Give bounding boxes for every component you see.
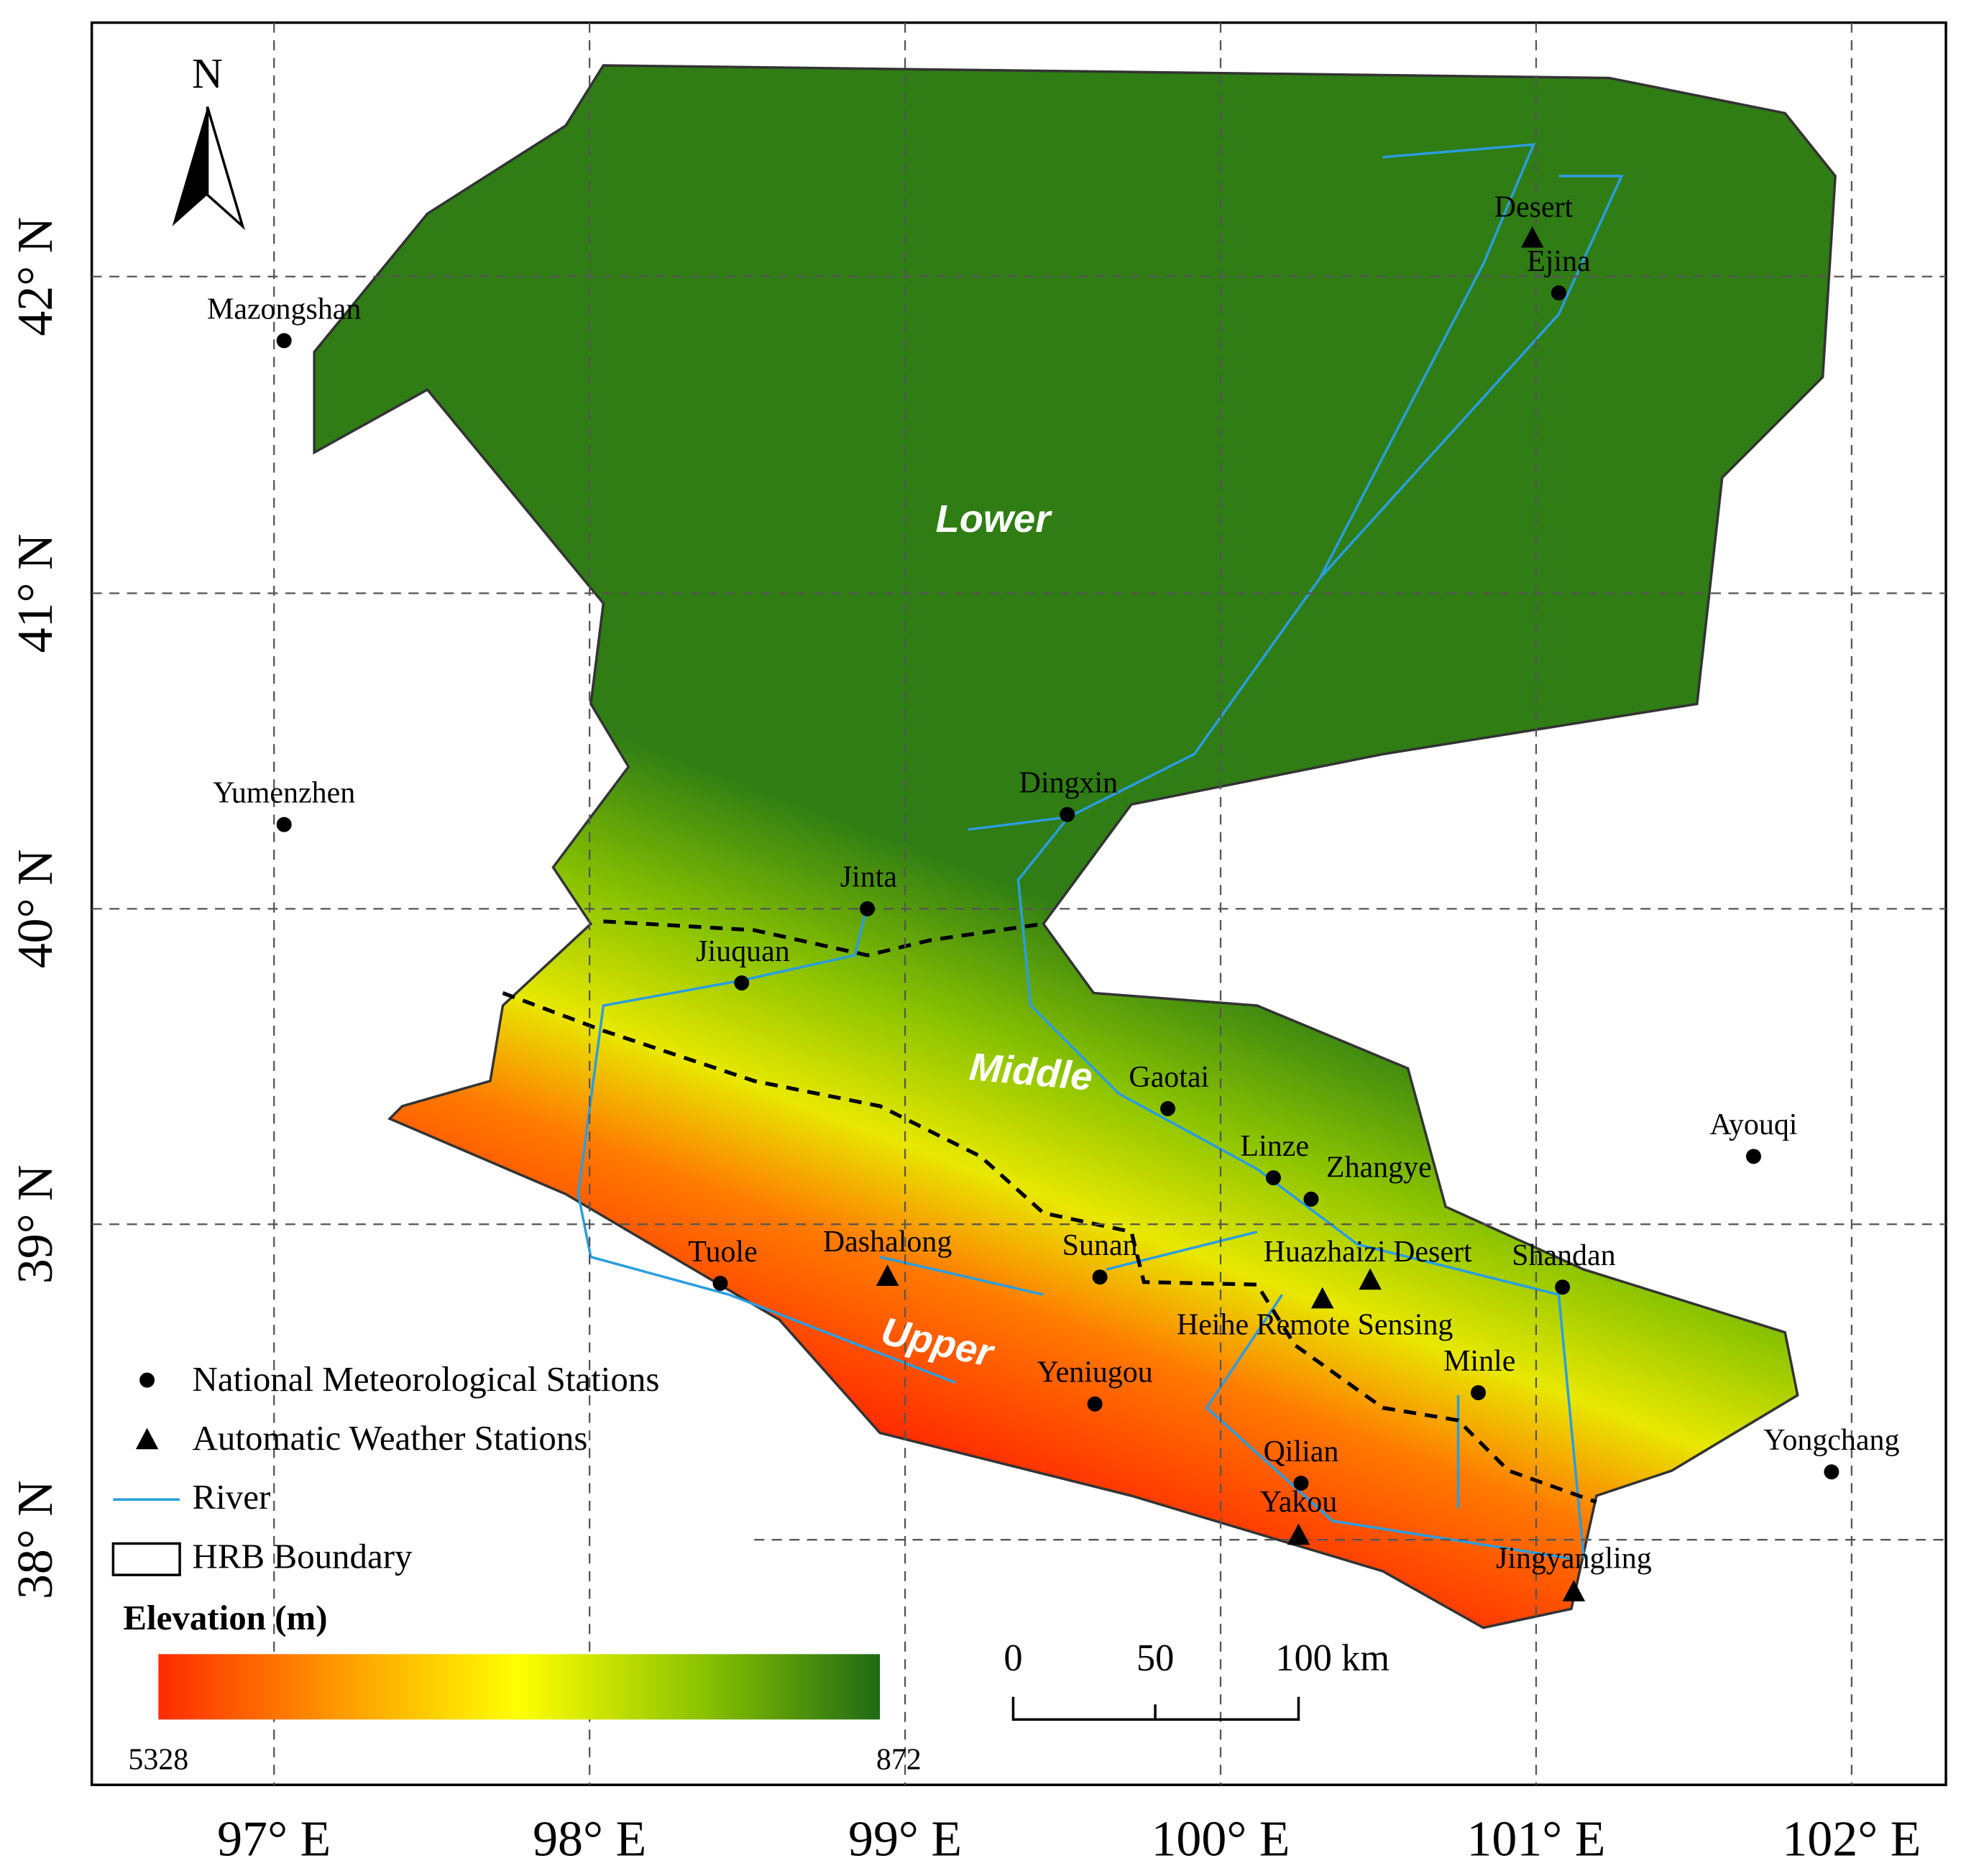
station-dot (1092, 1269, 1108, 1285)
region-label: Lower (936, 497, 1053, 541)
basin (313, 64, 1837, 1629)
station-label: Ayouqi (1709, 1108, 1797, 1141)
station-dot (1160, 1100, 1176, 1116)
station-label: Yongchang (1763, 1424, 1899, 1457)
latitude-label: 40° N (8, 849, 63, 968)
station-label: Linze (1240, 1130, 1309, 1163)
legend-label: HRB Boundary (193, 1536, 413, 1576)
station-dot (1471, 1385, 1486, 1401)
station-label: Mazongshan (207, 293, 361, 326)
station-label: Huazhaizi Desert (1264, 1236, 1472, 1269)
station-dot (712, 1275, 728, 1291)
legend: National Meteorological Stations Automat… (111, 1359, 922, 1776)
longitude-label: 100° E (1151, 1811, 1290, 1867)
station-dot (860, 901, 876, 916)
station-label: Dingxin (1019, 767, 1119, 800)
station-dot (1555, 1279, 1571, 1295)
longitude-label: 99° E (848, 1811, 962, 1867)
river (577, 143, 1624, 1560)
station-dot (1824, 1464, 1840, 1480)
station-dot (276, 333, 292, 349)
station-dot (1745, 1149, 1761, 1164)
station-label: Yumenzhen (213, 777, 355, 810)
elevation-title: Elevation (m) (123, 1598, 327, 1637)
latitude-label: 42° N (8, 217, 63, 336)
station-label: Yeniugou (1037, 1356, 1153, 1389)
station-dot (1087, 1396, 1103, 1412)
legend-label: National Meteorological Stations (193, 1359, 660, 1399)
station-label: Zhangye (1326, 1151, 1432, 1185)
station-label: Heihe Remote Sensing (1177, 1308, 1453, 1341)
station-label: Dashalong (823, 1226, 952, 1259)
graticule (91, 22, 1947, 1785)
region-label: Middle (968, 1045, 1094, 1099)
station-triangle (1310, 1287, 1334, 1309)
north-label: N (192, 50, 223, 97)
station-label: Minle (1443, 1345, 1515, 1378)
station-label: Ejina (1527, 245, 1591, 278)
station-label: Jinta (840, 861, 898, 894)
scale-label: 50 (1136, 1637, 1174, 1679)
station-label: Jingyangling (1496, 1542, 1652, 1576)
station-triangle (1359, 1268, 1382, 1290)
station-label: Gaotai (1129, 1061, 1209, 1094)
station-dot (1293, 1476, 1309, 1491)
elevation-min: 872 (876, 1743, 922, 1776)
station-dot (1265, 1170, 1281, 1186)
longitude-label: 101° E (1466, 1811, 1605, 1867)
station-dot (276, 817, 292, 832)
station-label: Jiuquan (696, 935, 790, 968)
scale-bar: 0 50 100 km (1004, 1637, 1390, 1721)
region-boundary (502, 919, 1597, 1504)
latitude-label: 38° N (8, 1480, 63, 1599)
station-dot (1551, 285, 1566, 300)
scale-label: 0 (1004, 1637, 1022, 1679)
station-label: Desert (1494, 191, 1574, 224)
legend-label: River (193, 1477, 271, 1517)
scale-label: 100 km (1275, 1637, 1390, 1679)
station-triangle (1520, 226, 1544, 248)
station-triangle (1287, 1523, 1310, 1545)
longitude-label: 102° E (1782, 1811, 1921, 1867)
station-triangle (1562, 1580, 1586, 1601)
longitude-label: 98° E (533, 1811, 646, 1867)
elevation-max: 5328 (128, 1743, 188, 1776)
legend-dot (139, 1372, 155, 1388)
station-label: Sunan (1062, 1229, 1138, 1262)
station-label: Shandan (1512, 1239, 1616, 1272)
station-label: Tuole (688, 1236, 757, 1269)
station-dot (1060, 806, 1075, 822)
legend-label: Automatic Weather Stations (193, 1418, 588, 1458)
north-arrow (206, 106, 245, 231)
latitude-label: 39° N (8, 1164, 63, 1284)
legend-triangle (135, 1427, 159, 1450)
station-dot (734, 975, 750, 991)
station-label: Qilian (1263, 1435, 1338, 1468)
longitude-label: 97° E (217, 1811, 331, 1867)
legend-box (111, 1542, 181, 1576)
station-label: Yakou (1260, 1486, 1338, 1519)
station-dot (1303, 1191, 1319, 1207)
latitude-label: 41° N (8, 533, 63, 653)
elevation-bar (158, 1654, 881, 1720)
station-triangle (876, 1264, 899, 1286)
